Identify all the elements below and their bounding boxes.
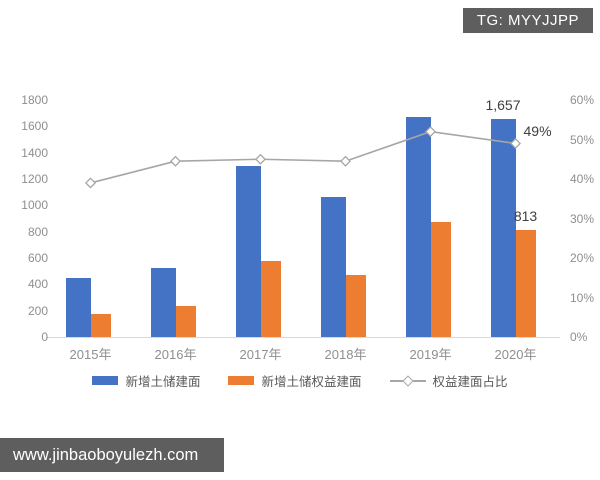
bar-equity-land <box>90 314 111 337</box>
y-axis-tick-right: 60% <box>570 93 595 107</box>
y-axis-tick-left: 1400 <box>21 145 48 160</box>
watermark-url: www.jinbaoboyulezh.com <box>0 438 224 472</box>
y-axis-tick-right: 10% <box>570 290 595 305</box>
x-axis-label: 2019年 <box>409 347 452 362</box>
y-axis-tick-left: 600 <box>27 251 48 265</box>
bar-equity-land <box>345 275 366 337</box>
y-axis-tick-right: 0% <box>570 330 588 344</box>
y-axis-tick-left: 800 <box>27 224 48 239</box>
legend-label-equity-land: 新增土储权益建面 <box>261 375 362 389</box>
data-label: 1,657 <box>485 96 521 113</box>
diamond-marker-icon <box>84 177 97 189</box>
y-axis-tick-left: 200 <box>27 303 48 318</box>
bar-new-land <box>235 166 261 337</box>
y-axis-tick-left: 1600 <box>21 119 48 134</box>
bar-new-land <box>490 118 516 337</box>
x-axis-label: 2018年 <box>324 347 367 362</box>
y-axis-tick-left: 0 <box>41 330 48 344</box>
legend-item-new-land: 新增土储建面 <box>92 371 200 390</box>
y-axis-tick-left: 1000 <box>21 198 48 213</box>
blue-bar-swatch <box>92 376 119 385</box>
y-axis-tick-left: 400 <box>27 277 48 292</box>
y-axis-tick-right: 20% <box>570 251 595 265</box>
x-axis-label: 2017年 <box>239 347 282 362</box>
tg-badge: TG: MYYJJPP <box>462 8 593 33</box>
diamond-marker-icon <box>339 155 352 167</box>
ratio-line <box>90 130 516 184</box>
legend-label-new-land: 新增土储建面 <box>125 375 201 389</box>
legend: 新增土储建面 新增土储权益建面 权益建面占比 <box>0 371 600 390</box>
bar-equity-land <box>430 222 451 337</box>
legend-item-equity-ratio: 权益建面占比 <box>389 371 508 390</box>
y-axis-tick-right: 50% <box>570 132 595 147</box>
bar-new-land <box>150 267 176 337</box>
y-axis-tick-right: 30% <box>570 211 595 226</box>
y-axis-tick-left: 1200 <box>21 172 48 186</box>
x-axis-label: 2016年 <box>154 347 197 362</box>
diamond-marker-icon <box>254 153 267 165</box>
legend-item-equity-land: 新增土储权益建面 <box>228 371 362 390</box>
bar-new-land <box>405 117 431 337</box>
line-marker-swatch <box>389 375 426 387</box>
data-label: 813 <box>513 207 538 224</box>
bar-new-land <box>65 278 91 337</box>
x-axis-label: 2015年 <box>69 347 112 362</box>
x-axis-label: 2020年 <box>494 347 537 362</box>
diamond-icon <box>401 375 414 387</box>
y-axis-tick-right: 40% <box>570 172 595 186</box>
bar-equity-land <box>260 260 281 337</box>
x-axis-line <box>46 337 560 338</box>
data-label: 49% <box>523 123 552 140</box>
legend-label-equity-ratio: 权益建面占比 <box>432 375 508 389</box>
y-axis-tick-left: 1800 <box>21 93 48 107</box>
bar-equity-land <box>515 229 536 337</box>
diamond-marker-icon <box>169 155 182 167</box>
bar-new-land <box>320 197 346 337</box>
orange-bar-swatch <box>228 376 255 385</box>
bar-equity-land <box>175 306 196 337</box>
